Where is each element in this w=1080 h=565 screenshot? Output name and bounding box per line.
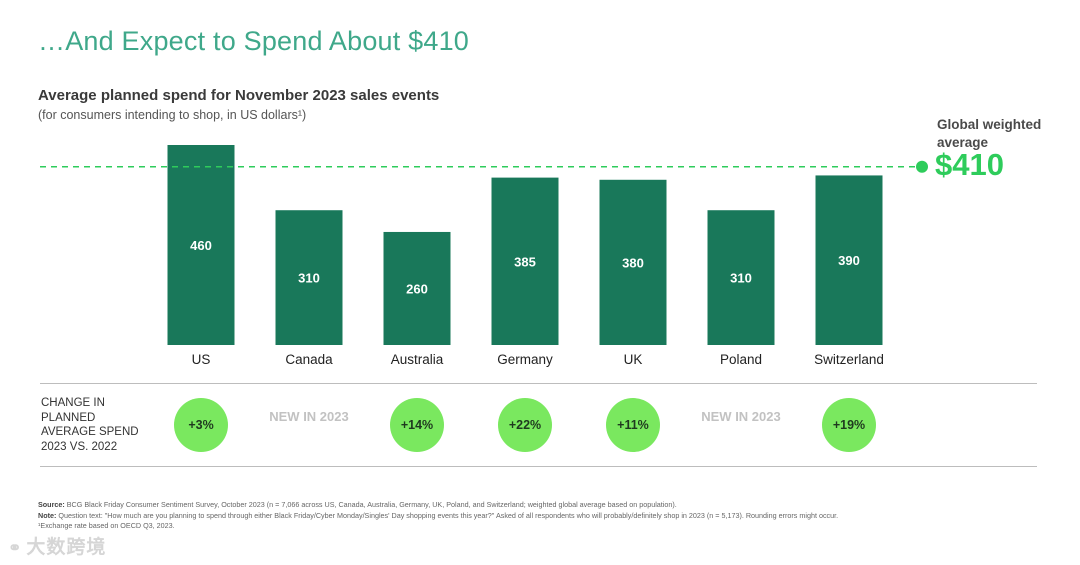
bar [599, 179, 667, 345]
footnotes: Source: BCG Black Friday Consumer Sentim… [38, 500, 1038, 532]
change-badge: +11% [606, 398, 660, 452]
x-tick-label: US [192, 352, 211, 367]
bar [275, 210, 343, 345]
change-row-label: Change in planned average spend 2023 vs.… [41, 397, 139, 453]
exchange-note: ¹Exchange rate based on OECD Q3, 2023. [38, 521, 175, 530]
slide-title: …And Expect to Spend About $410 [38, 26, 470, 56]
watermark: ⚭ 大数跨境 [8, 532, 106, 559]
source-text: BCG Black Friday Consumer Sentiment Surv… [66, 500, 677, 509]
x-tick-label: UK [624, 352, 643, 367]
change-badge: +22% [498, 398, 552, 452]
bar-value-label: 380 [622, 255, 644, 270]
watermark-text: 大数跨境 [26, 537, 107, 558]
x-tick-label: Australia [391, 352, 444, 367]
note-label: Note: [38, 510, 57, 520]
bar [167, 145, 235, 345]
change-badge: +3% [174, 398, 228, 452]
link-icon: ⚭ [8, 540, 23, 557]
bar-value-label: 310 [298, 271, 320, 286]
reference-line-dot [916, 160, 928, 173]
bar [815, 175, 883, 345]
divider-top [40, 383, 1037, 384]
bar [383, 231, 451, 345]
bar [491, 177, 559, 345]
bar-value-label: 310 [730, 271, 752, 286]
note-text: Question text: "How much are you plannin… [58, 510, 839, 520]
divider-bottom [40, 466, 1037, 467]
new-in-2023-label: NEW IN 2023 [701, 409, 781, 424]
x-tick-label: Switzerland [814, 352, 884, 367]
bar [707, 210, 775, 345]
source-note: Source: BCG Black Friday Consumer Sentim… [38, 500, 1038, 511]
bar-value-label: 390 [838, 253, 860, 268]
bar-value-label: 460 [190, 238, 212, 253]
reference-line-label: Global weighted average [937, 117, 1042, 150]
change-badge: +19% [822, 398, 876, 452]
source-label: Source: [38, 500, 65, 509]
x-tick-label: Canada [285, 352, 333, 367]
x-tick-label: Poland [720, 352, 762, 367]
question-note: Note: Question text: "How much are you p… [38, 511, 1038, 522]
x-tick-label: Germany [497, 352, 553, 367]
chart-title: Average planned spend for November 2023 … [38, 87, 440, 104]
bar-value-label: 260 [406, 281, 428, 296]
new-in-2023-label: NEW IN 2023 [269, 409, 349, 424]
reference-line-value: $410 [935, 147, 1004, 182]
change-badge: +14% [390, 398, 444, 452]
bar-value-label: 385 [514, 254, 536, 269]
chart-subtitle: (for consumers intending to shop, in US … [38, 108, 307, 122]
bar-chart: 460 US 310 Canada 260 Australia 385 Germany 380 U… [40, 145, 928, 367]
